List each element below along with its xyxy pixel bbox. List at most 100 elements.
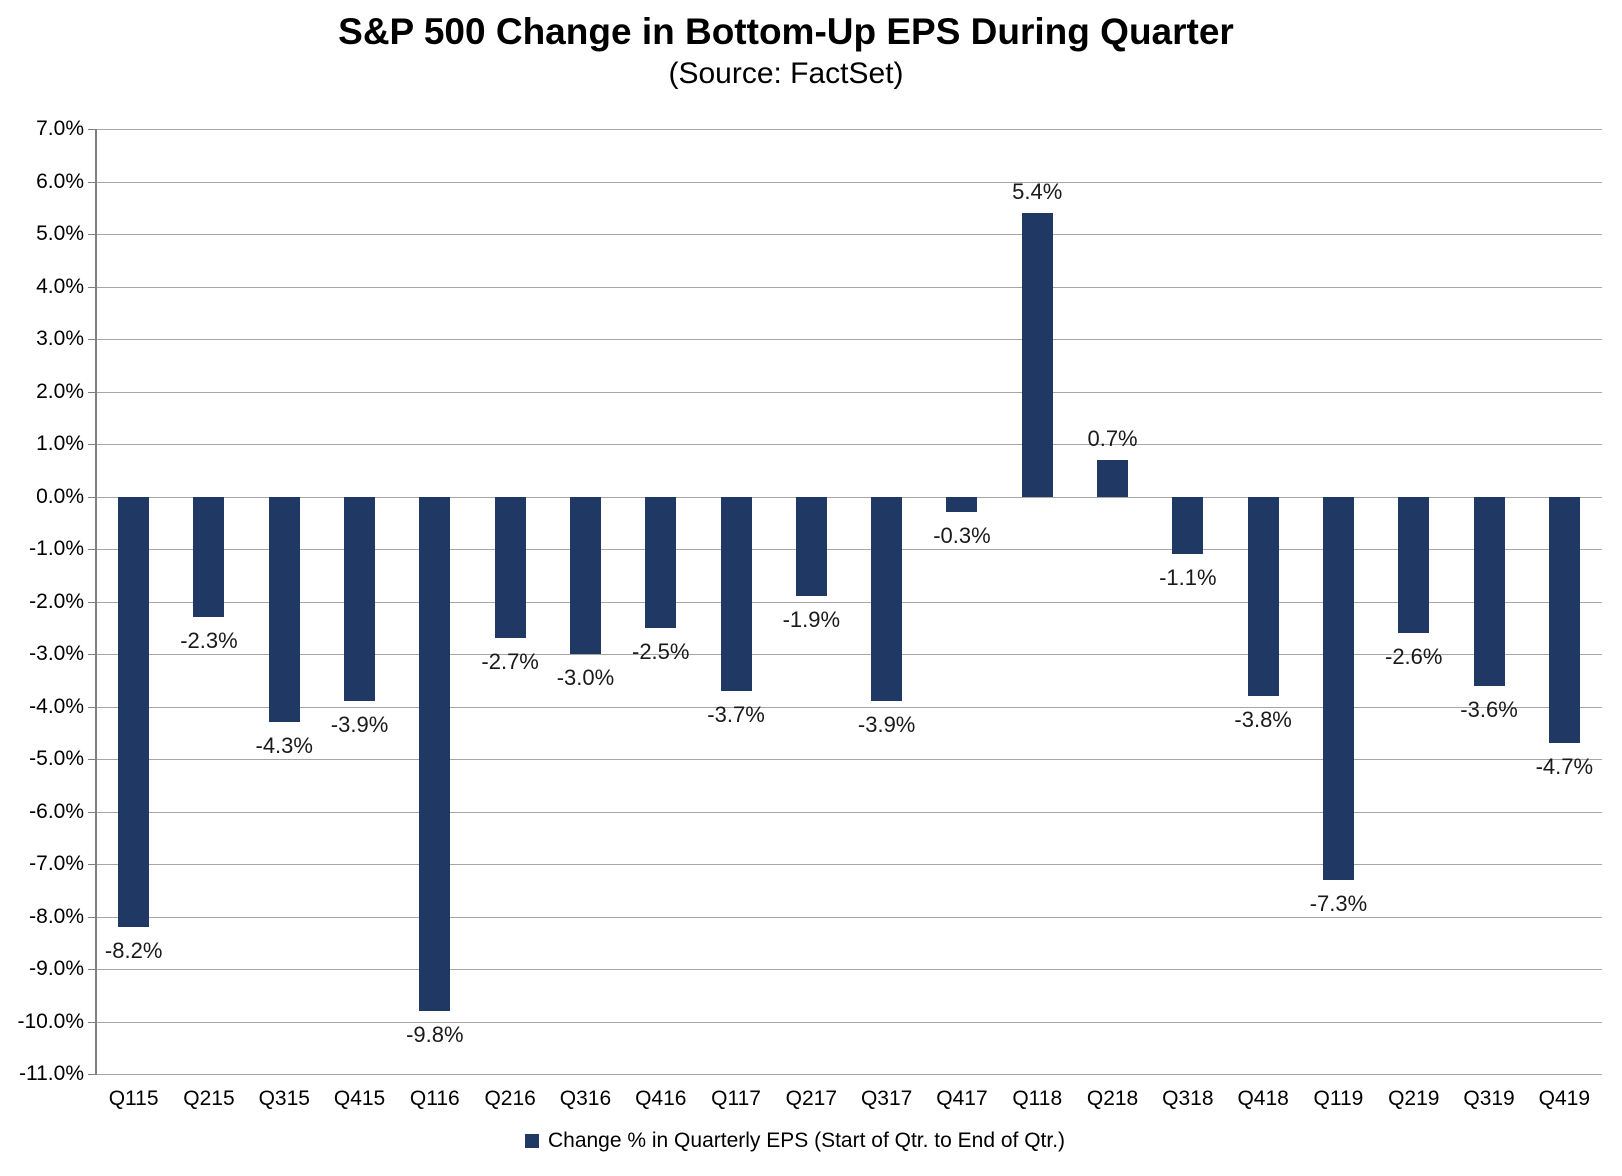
gridline [96,654,1602,655]
y-tick-label: -4.0% [29,694,84,718]
y-tick-label: -11.0% [19,1062,84,1085]
gridline [96,286,1602,288]
gridline [96,1074,1602,1075]
bar-q216 [494,496,526,639]
y-tick-mark [88,969,97,970]
bar-q318 [1172,496,1204,555]
plot-area: -8.2% -2.3% -4.3% -3.9% -9.8% -2.7% -3.0% -2.5%… [96,129,1602,1075]
gridline [96,234,1602,235]
gridline [96,969,1602,970]
y-tick-label: 3.0% [36,327,84,350]
y-tick-mark [88,234,97,235]
bar-value-label: -3.0% [556,665,615,690]
y-tick-label: 6.0% [36,169,84,193]
y-tick-label: 1.0% [36,432,84,455]
bar-value-label: -1.9% [782,607,841,633]
x-tick-label: Q216 [484,1087,536,1110]
x-tick-label: Q417 [936,1087,988,1110]
bar-q219 [1398,496,1430,633]
y-tick-label: -10.0% [17,1009,84,1033]
x-tick-label: Q415 [333,1087,386,1110]
x-tick-label: Q316 [559,1087,612,1110]
x-tick-label: Q118 [1012,1087,1063,1110]
x-tick-label: Q116 [409,1087,460,1110]
y-tick-mark [88,286,97,288]
bar-q119 [1322,496,1354,880]
bar-q116 [419,496,451,1011]
y-tick-label: 0.0% [36,484,84,508]
y-tick-mark [88,391,97,393]
x-tick-label: Q315 [258,1087,310,1110]
bar-q217 [795,496,827,597]
gridline [96,496,1602,498]
y-tick-mark [88,759,97,760]
gridline [96,811,1602,813]
bar-q218 [1097,459,1129,497]
bar-value-label: 5.4% [1012,179,1063,204]
y-tick-label: 2.0% [36,379,84,403]
bar-q416 [645,496,677,628]
x-tick-label: Q218 [1086,1087,1139,1110]
y-tick-label: -8.0% [29,904,84,928]
bar-q417 [946,496,978,513]
bar-value-label: -3.9% [330,712,389,738]
y-tick-mark [88,706,97,708]
bar-q316 [569,496,601,654]
y-tick-label: -5.0% [29,747,84,770]
y-tick-label: 4.0% [36,274,84,298]
bar-q115 [118,496,150,927]
gridline [96,759,1602,760]
y-tick-label: 7.0% [36,117,84,140]
bar-value-label: -0.3% [933,523,991,549]
gridline [96,601,1602,603]
y-tick-mark [88,916,97,918]
bar-value-label: -2.7% [481,649,539,675]
y-tick-mark [88,444,97,445]
bar-q215 [193,496,225,618]
x-tick-label: Q419 [1538,1087,1591,1110]
bar-value-label: -3.6% [1460,696,1518,722]
bar-value-label: -4.7% [1535,754,1594,780]
gridline [96,444,1602,445]
gridline [96,549,1602,550]
gridline [96,129,1602,130]
x-tick-label: Q119 [1313,1087,1364,1110]
x-tick-label: Q416 [635,1087,687,1110]
bar-value-label: -3.7% [707,701,765,727]
bar-value-label: 0.7% [1087,425,1138,451]
y-tick-label: -9.0% [29,957,84,980]
x-tick-label: Q317 [860,1087,913,1110]
x-tick-label: Q318 [1162,1087,1214,1110]
chart-legend: Change % in Quarterly EPS (Start of Qtr.… [0,1128,1590,1154]
y-tick-mark [88,129,97,130]
bar-value-label: -3.9% [857,712,916,738]
bar-value-label: -4.3% [255,733,313,759]
bar-value-label: -1.1% [1159,565,1217,591]
legend-label: Change % in Quarterly EPS (Start of Qtr.… [547,1129,1066,1152]
bar-q118 [1021,213,1053,497]
x-tick-label: Q319 [1463,1087,1515,1110]
bar-value-label: -8.2% [104,938,163,963]
bar-q315 [268,496,300,723]
legend-swatch-icon [524,1134,539,1148]
bar-value-label: -2.6% [1385,644,1443,669]
gridline [96,1021,1602,1023]
y-tick-mark [88,339,97,340]
y-tick-mark [88,1074,97,1075]
y-tick-mark [88,864,97,865]
y-tick-mark [88,496,97,498]
bar-q419 [1548,496,1580,744]
y-tick-label: -7.0% [29,852,84,875]
x-tick-label: Q418 [1237,1087,1289,1110]
y-tick-mark [88,181,97,183]
chart-header: S&P 500 Change in Bottom-Up EPS During Q… [0,10,1572,92]
bar-value-label: -2.3% [180,628,238,654]
y-tick-mark [88,654,97,655]
bar-q317 [871,496,903,702]
gridline [96,864,1602,865]
chart-subtitle: (Source: FactSet) [668,57,904,91]
x-tick-label: Q115 [108,1087,159,1110]
gridline [96,391,1602,393]
y-tick-label: -1.0% [29,537,84,560]
